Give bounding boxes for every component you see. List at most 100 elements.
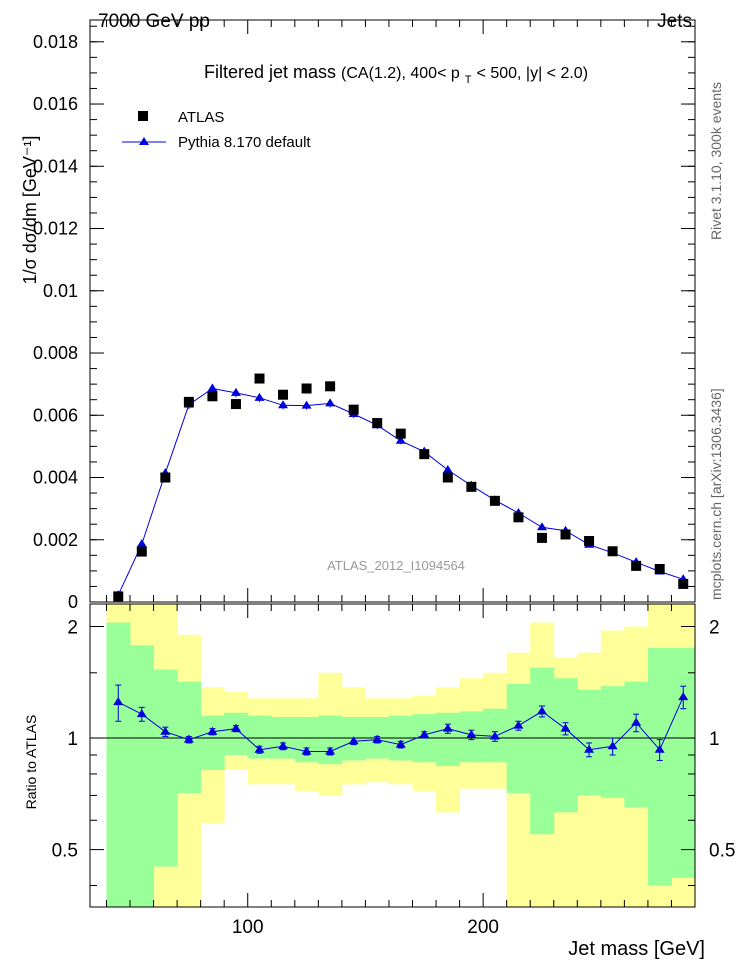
atlas-point — [442, 472, 453, 483]
atlas-point — [113, 591, 124, 602]
legend: ATLAS Pythia 8.170 default — [122, 109, 311, 151]
y-tick-label: 0 — [68, 592, 78, 612]
atlas-point — [254, 373, 265, 384]
ratio-green-band — [106, 622, 131, 907]
pythia-point — [278, 400, 289, 409]
pythia-point — [536, 522, 547, 531]
ratio-point — [395, 739, 406, 748]
ratio-point — [183, 734, 194, 743]
ratio-point — [466, 729, 477, 738]
atlas-point — [419, 449, 430, 460]
ratio-point — [678, 692, 689, 701]
atlas-point — [207, 391, 218, 402]
atlas-point — [183, 396, 194, 407]
ratio-point — [489, 731, 500, 740]
x-axis-label: Jet mass [GeV] — [568, 938, 705, 960]
ratio-point — [348, 736, 359, 745]
ratio-panel: 0.5 0.5 1 1 2 2 Ratio to ATLAS 100 200 Jet mas… — [23, 603, 735, 960]
ratio-point — [560, 723, 571, 732]
atlas-point — [160, 472, 171, 483]
atlas-point — [654, 564, 665, 575]
ratio-green-band — [553, 678, 578, 813]
atlas-point — [678, 578, 689, 589]
pythia-point — [254, 392, 265, 401]
atlas-point — [372, 418, 383, 429]
main-y-axis-label: 1/σ dσ/dm [GeV⁻¹] — [20, 136, 40, 285]
ratio-y-tick-label-right: 0.5 — [709, 841, 735, 862]
ratio-green-band — [200, 715, 225, 770]
chart-title-main: Filtered jet mass — [204, 62, 336, 82]
ratio-plot-area — [90, 604, 696, 907]
pythia-point — [395, 435, 406, 444]
atlas-point — [631, 560, 642, 571]
ratio-point — [325, 746, 336, 755]
ratio-point — [254, 744, 265, 753]
atlas-point — [466, 481, 477, 492]
atlas-point — [584, 535, 595, 546]
y-tick-label: 0.012 — [33, 219, 78, 239]
y-tick-label: 0.008 — [33, 343, 78, 363]
y-tick-label: 0.004 — [33, 468, 78, 488]
ratio-green-band — [671, 647, 696, 878]
atlas-point — [325, 381, 336, 392]
legend-atlas-label: ATLAS — [178, 109, 224, 126]
atlas-point — [395, 428, 406, 439]
ratio-green-band — [224, 712, 249, 756]
ratio-y-axis: 0.5 0.5 1 1 2 2 — [52, 617, 735, 887]
x-tick-label: 200 — [467, 917, 499, 938]
ratio-point — [160, 726, 171, 735]
ratio-point — [419, 729, 430, 738]
ratio-point — [207, 726, 218, 735]
chart-title-end: < 500, |y| < 2.0) — [477, 65, 589, 82]
ratio-green-band — [294, 716, 319, 763]
y-tick-label: 0.01 — [43, 281, 78, 301]
chart-title-cuts: (CA(1.2), 400< p — [341, 65, 460, 82]
ratio-point — [136, 709, 147, 718]
ratio-green-band — [318, 715, 343, 765]
y-tick-label: 0.002 — [33, 530, 78, 550]
ratio-green-band — [530, 667, 555, 835]
atlas-point — [230, 399, 241, 410]
chart-title: Filtered jet mass (CA(1.2), 400< p T < 5… — [204, 62, 588, 87]
main-y-axis: 0 0.002 0.004 0.006 0.008 0.01 0.012 0.014 0.016… — [33, 20, 696, 612]
atlas-point — [278, 389, 289, 400]
atlas-point — [536, 532, 547, 543]
ratio-point — [278, 741, 289, 750]
atlas-point — [136, 546, 147, 557]
y-tick-label: 0.006 — [33, 405, 78, 425]
atlas-point — [348, 404, 359, 415]
ratio-point — [654, 744, 665, 753]
atlas-point — [607, 546, 618, 557]
ratio-green-band — [647, 647, 672, 886]
atlas-point — [513, 512, 524, 523]
pythia-point — [136, 539, 147, 548]
ratio-green-band — [153, 669, 178, 867]
process-label: Jets — [657, 11, 692, 32]
legend-pythia-marker — [139, 137, 149, 145]
legend-pythia-label: Pythia 8.170 default — [178, 134, 311, 151]
ratio-y-tick-label: 0.5 — [52, 841, 78, 862]
ratio-y-tick-label-right: 2 — [709, 617, 720, 638]
atlas-point — [489, 495, 500, 506]
ratio-green-band — [130, 645, 155, 907]
y-tick-label: 0.016 — [33, 94, 78, 114]
ratio-y-tick-label: 2 — [67, 617, 78, 638]
ratio-y-axis-label: Ratio to ATLAS — [23, 715, 39, 810]
ratio-frame — [89, 603, 696, 908]
main-frame — [89, 19, 696, 603]
ratio-point — [607, 741, 618, 750]
atlas-point — [560, 529, 571, 540]
mcplots-label: mcplots.cern.ch [arXiv:1306.3436] — [708, 388, 724, 600]
legend-atlas-marker — [138, 111, 148, 121]
ratio-point — [301, 746, 312, 755]
ratio-point — [230, 723, 241, 732]
pythia-point — [230, 387, 241, 396]
ratio-point — [584, 744, 595, 753]
chart-title-sub: T — [465, 74, 472, 86]
ratio-point — [536, 706, 547, 715]
ratio-point — [442, 723, 453, 732]
atlas-point — [301, 383, 312, 394]
y-tick-label: 0.018 — [33, 32, 78, 52]
ratio-point — [513, 720, 524, 729]
